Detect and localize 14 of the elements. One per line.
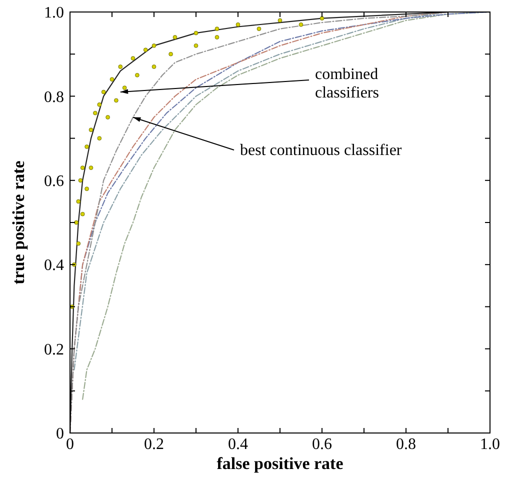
x-tick-label: 0.2: [144, 436, 164, 453]
y-tick-label: 0.2: [44, 341, 64, 358]
y-tick-label: 0.6: [44, 173, 64, 190]
x-tick-label: 0.8: [396, 436, 416, 453]
annotation: best continuous classifier: [240, 142, 402, 159]
annotation: combined classifiers: [315, 66, 379, 102]
text: 1.0: [480, 436, 500, 453]
y-axis-title: true positive rate: [9, 160, 28, 284]
x-axis-title: false positive rate: [216, 454, 344, 473]
x-tick-label: 0.4: [228, 436, 248, 453]
x-tick-label: 0.6: [312, 436, 332, 453]
y-tick-label: 1.0: [44, 4, 64, 22]
y-tick-label: 0.8: [44, 88, 64, 106]
y-tick-label: 0.4: [44, 257, 64, 274]
